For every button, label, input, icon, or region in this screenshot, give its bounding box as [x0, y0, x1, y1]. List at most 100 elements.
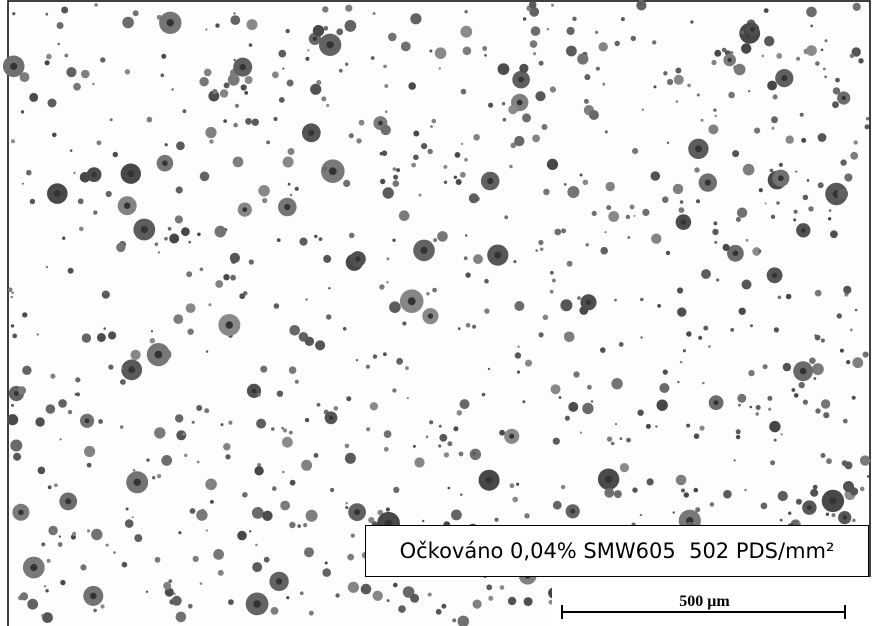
nodule [295, 380, 299, 384]
nodule [11, 139, 15, 143]
nodule [708, 124, 718, 134]
nodule-core [54, 190, 61, 197]
nodule [346, 396, 351, 401]
nodule [854, 140, 858, 144]
nodule [842, 460, 848, 466]
nodule [767, 396, 772, 401]
nodule-core [428, 313, 433, 318]
nodule [674, 75, 684, 85]
nodule [278, 50, 286, 58]
nodule [325, 562, 328, 565]
nodule-core [253, 600, 261, 608]
nodule [466, 323, 471, 328]
nodule [459, 452, 464, 457]
nodule-core [155, 351, 163, 359]
nodule [389, 301, 401, 313]
nodule [58, 399, 67, 408]
nodule [183, 109, 187, 113]
nodule [371, 56, 375, 60]
nodule [393, 583, 398, 588]
nodule-core [733, 251, 739, 257]
nodule [433, 238, 437, 242]
nodule [801, 138, 806, 143]
nodule [821, 399, 830, 408]
nodule [577, 296, 581, 300]
nodule-core [124, 203, 130, 209]
nodule [602, 83, 605, 86]
nodule [239, 293, 245, 299]
nodule [393, 180, 400, 187]
nodule [383, 352, 387, 356]
nodule [860, 455, 870, 465]
nodule-core [141, 226, 148, 233]
nodule [370, 402, 378, 410]
nodule [439, 67, 441, 69]
nodule [771, 215, 775, 219]
nodule [204, 408, 209, 413]
nodule [634, 215, 636, 217]
nodule [813, 485, 818, 490]
nodule-core [276, 578, 282, 584]
nodule [567, 186, 579, 198]
nodule [399, 210, 410, 221]
nodule-core [128, 366, 135, 373]
nodule [197, 461, 200, 464]
nodule [680, 361, 683, 364]
nodule [759, 250, 762, 253]
nodule [519, 139, 523, 143]
nodule [68, 410, 72, 414]
nodule [640, 336, 642, 338]
nodule [146, 458, 149, 461]
nodule [865, 124, 870, 129]
nodule [335, 593, 339, 597]
nodule [106, 544, 109, 547]
nodule [188, 604, 193, 609]
nodule [346, 502, 348, 504]
nodule [295, 187, 299, 191]
nodule [18, 386, 26, 394]
nodule [266, 141, 270, 145]
nodule [550, 271, 554, 275]
nodule [524, 513, 529, 518]
nodule [559, 396, 562, 399]
nodule [723, 490, 732, 499]
nodule [396, 168, 400, 172]
nodule [687, 84, 691, 88]
nodule [850, 54, 854, 58]
nodule [125, 69, 130, 74]
nodule [225, 454, 230, 459]
nodule [447, 441, 452, 446]
nodule [540, 248, 543, 251]
nodule [607, 436, 612, 441]
nodule [87, 529, 90, 532]
nodule [200, 172, 210, 182]
nodule [464, 158, 468, 162]
nodule [799, 382, 805, 388]
nodule [68, 268, 74, 274]
nodule [796, 57, 800, 61]
nodule [663, 370, 668, 375]
nodule [673, 184, 683, 194]
nodule [262, 198, 267, 203]
nodule [286, 596, 289, 599]
nodule [247, 19, 258, 30]
nodule [12, 334, 17, 339]
nodule [262, 511, 272, 521]
nodule [20, 592, 28, 600]
nodule [57, 22, 64, 29]
nodule-core [355, 256, 360, 261]
nodule [289, 522, 295, 528]
nodule [283, 428, 287, 432]
nodule [774, 94, 777, 97]
nodule [22, 312, 27, 317]
nodule [795, 171, 797, 173]
nodule [209, 139, 213, 143]
nodule [307, 49, 309, 51]
nodule [800, 113, 804, 117]
nodule [289, 366, 297, 374]
nodule [464, 256, 468, 260]
nodule [121, 367, 123, 369]
nodule [482, 393, 486, 397]
nodule [249, 259, 254, 264]
nodule [384, 430, 392, 438]
